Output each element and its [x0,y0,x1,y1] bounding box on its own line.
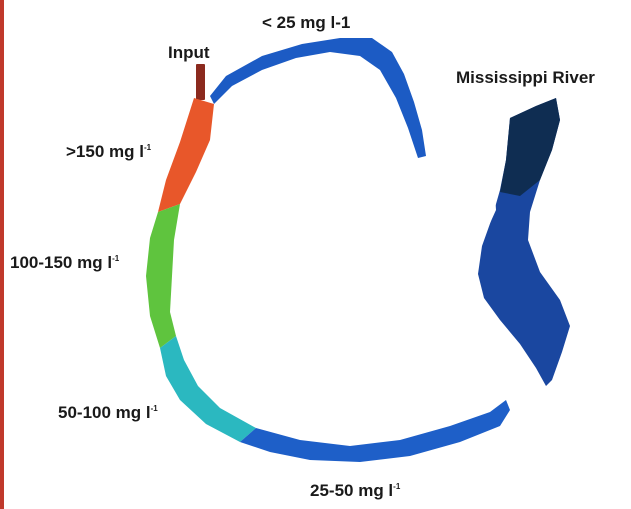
label-100-150: 100-150 mg l-1 [10,253,120,272]
segment-over-150 [158,98,214,212]
segment-100-150 [146,204,180,348]
label-25-50: 25-50 mg l-1 [310,481,401,500]
label-input: Input [168,43,210,62]
label-50-100: 50-100 mg l-1 [58,403,158,422]
input-pipe [196,64,205,100]
label-25-50-text: 25-50 mg l [310,481,393,500]
label-over-150: >150 mg l-1 [66,142,152,161]
segment-25-50 [240,400,510,462]
label-under-25: < 25 mg l-1 [262,13,350,32]
label-50-100-text: 50-100 mg l [58,403,151,422]
left-border-strip [0,0,4,509]
segment-under-25 [210,38,426,158]
label-river: Mississippi River [456,68,595,87]
label-100-150-text: 100-150 mg l [10,253,112,272]
mississippi-river [478,98,570,386]
label-25-50-sup: -1 [393,482,401,491]
label-50-100-sup: -1 [151,404,159,413]
segment-50-100 [160,336,256,442]
label-over-150-text: >150 mg l [66,142,144,161]
label-100-150-sup: -1 [112,254,120,263]
river-white-notch [478,178,496,232]
label-over-150-sup: -1 [144,143,152,152]
mississippi-river-dark [500,98,560,196]
